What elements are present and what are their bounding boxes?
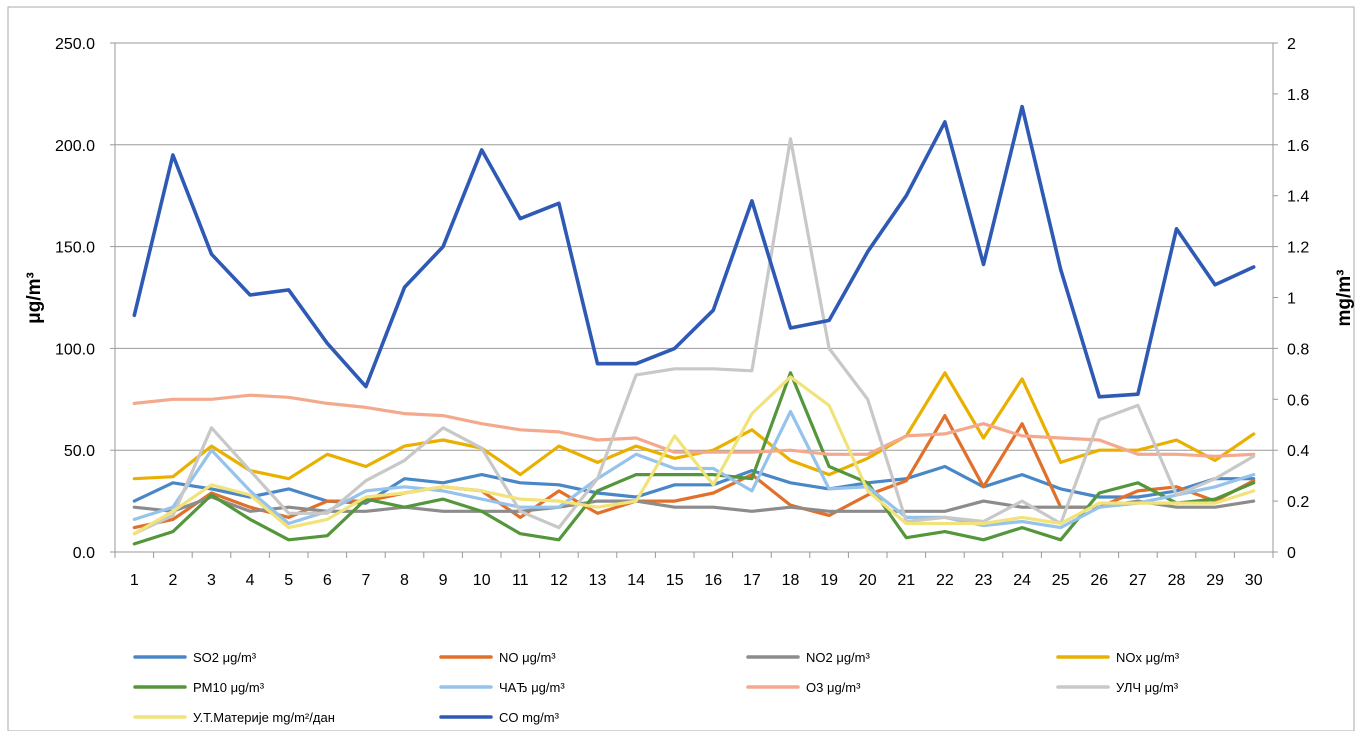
x-tick-label: 4 xyxy=(246,572,255,589)
x-tick-label: 2 xyxy=(168,572,177,589)
axes xyxy=(110,42,1278,558)
legend: SO2 μg/m³ NO μg/m³ NO2 μg/m³ NOx μg/m³ PM10 … xyxy=(133,650,1180,725)
x-tick-label: 13 xyxy=(589,572,607,589)
x-tick-label: 23 xyxy=(975,572,993,589)
y-tick-label-right: 1.8 xyxy=(1287,87,1309,104)
y-axis-title-left: μg/m³ xyxy=(24,272,45,324)
series-line-4 xyxy=(132,371,1256,546)
y-tick-label-right: 2 xyxy=(1287,36,1296,53)
series-line-8 xyxy=(132,375,1256,536)
legend-label: PM10 μg/m³ xyxy=(193,680,265,695)
legend-label: NO μg/m³ xyxy=(499,650,556,665)
y-tick-label-left: 150.0 xyxy=(55,240,95,257)
y-tick-label-right: 1.6 xyxy=(1287,138,1309,155)
x-tick-label: 16 xyxy=(704,572,722,589)
tick-labels: 0.0 50.0 100.0 150.0 200.0 250.0 0 0.2 0.4 0.6 0.8… xyxy=(55,36,1309,589)
x-tick-label: 22 xyxy=(936,572,954,589)
y-tick-label-left: 0.0 xyxy=(73,545,95,562)
y-tick-label-right: 0.4 xyxy=(1287,443,1309,460)
x-tick-label: 8 xyxy=(400,572,409,589)
x-tick-label: 1 xyxy=(130,572,139,589)
x-tick-label: 29 xyxy=(1206,572,1224,589)
x-tick-label: 18 xyxy=(782,572,800,589)
series-line-9 xyxy=(132,104,1256,399)
series-line-7 xyxy=(132,137,1256,536)
y-tick-label-right: 0.8 xyxy=(1287,341,1309,358)
legend-label: У.Т.Материје mg/m²/дан xyxy=(193,710,335,725)
y-tick-label-right: 0.2 xyxy=(1287,494,1309,511)
legend-label: SO2 μg/m³ xyxy=(193,650,257,665)
y-tick-label-right: 1.4 xyxy=(1287,189,1309,206)
y-tick-label-left: 100.0 xyxy=(55,341,95,358)
x-tick-label: 24 xyxy=(1013,572,1031,589)
series-line-0 xyxy=(132,464,1256,505)
y-tick-label-left: 200.0 xyxy=(55,138,95,155)
x-tick-label: 10 xyxy=(473,572,491,589)
x-tick-label: 26 xyxy=(1090,572,1108,589)
y-tick-label-right: 1 xyxy=(1287,291,1296,308)
series-lines xyxy=(132,104,1256,546)
x-tick-label: 25 xyxy=(1052,572,1070,589)
x-tick-label: 9 xyxy=(439,572,448,589)
legend-label: УЛЧ μg/m³ xyxy=(1116,680,1179,695)
x-tick-label: 20 xyxy=(859,572,877,589)
x-tick-label: 30 xyxy=(1245,572,1263,589)
legend-label: ЧАЂ μg/m³ xyxy=(499,680,565,695)
y-tick-label-left: 50.0 xyxy=(64,443,95,460)
gridlines xyxy=(115,42,1273,451)
series-line-6 xyxy=(132,393,1256,458)
legend-label: NO2 μg/m³ xyxy=(806,650,871,665)
x-tick-label: 19 xyxy=(820,572,838,589)
x-tick-label: 6 xyxy=(323,572,332,589)
series-line-3 xyxy=(132,371,1256,481)
legend-label: O3 μg/m³ xyxy=(806,680,861,695)
legend-label: NOx μg/m³ xyxy=(1116,650,1180,665)
y-tick-label-left: 250.0 xyxy=(55,36,95,53)
x-tick-label: 11 xyxy=(512,572,529,589)
x-tick-label: 15 xyxy=(666,572,684,589)
y-tick-label-right: 0.6 xyxy=(1287,392,1309,409)
x-tick-label: 3 xyxy=(207,572,216,589)
y-tick-label-right: 0 xyxy=(1287,545,1296,562)
x-tick-label: 28 xyxy=(1168,572,1186,589)
y-axis-title-right: mg/m³ xyxy=(1334,270,1355,327)
x-tick-label: 14 xyxy=(627,572,645,589)
x-tick-label: 7 xyxy=(361,572,370,589)
x-tick-label: 12 xyxy=(550,572,568,589)
y-tick-label-right: 1.2 xyxy=(1287,240,1309,257)
x-tick-label: 27 xyxy=(1129,572,1147,589)
x-tick-label: 17 xyxy=(743,572,761,589)
x-tick-label: 5 xyxy=(284,572,293,589)
legend-label: CO mg/m³ xyxy=(499,710,560,725)
x-tick-label: 21 xyxy=(897,572,915,589)
